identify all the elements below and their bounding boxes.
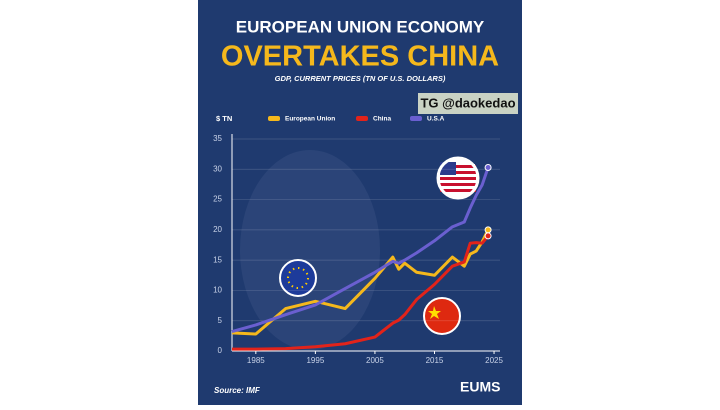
watermark: TG @daokedao — [420, 95, 515, 110]
y-tick-label: 30 — [213, 164, 222, 173]
x-tick-label: 1995 — [306, 356, 324, 365]
y-axis-label: $ TN — [216, 114, 232, 123]
legend-label: China — [373, 116, 391, 123]
logo: EUMS — [460, 379, 500, 395]
y-tick-label: 20 — [213, 225, 222, 234]
series-line — [231, 166, 490, 334]
end-point — [484, 163, 492, 171]
legend-label: European Union — [285, 116, 335, 123]
y-tick-label: 25 — [213, 195, 222, 204]
x-tick-label: 2025 — [485, 356, 503, 365]
watermark-box — [418, 93, 518, 114]
series-line — [232, 234, 490, 351]
legend-swatch — [410, 116, 422, 121]
legend-label: U.S.A — [427, 116, 445, 123]
y-tick-label: 5 — [218, 316, 223, 325]
x-tick-label: 2015 — [426, 356, 444, 365]
y-tick-label: 10 — [213, 286, 222, 295]
series-line — [231, 229, 490, 336]
photo-backdrop — [240, 150, 380, 350]
chart-title: EUROPEAN UNION ECONOMY — [236, 17, 485, 36]
y-tick-label: 35 — [213, 134, 222, 143]
end-point — [484, 232, 492, 240]
usa-flag — [436, 156, 480, 200]
china-flag — [423, 297, 461, 335]
x-tick-label: 1985 — [247, 356, 265, 365]
x-tick-label: 2005 — [366, 356, 384, 365]
panel — [198, 0, 522, 405]
chart-subtitle: OVERTAKES CHINA — [221, 41, 499, 73]
legend-swatch — [356, 116, 368, 121]
eu-flag — [279, 259, 317, 297]
legend-swatch — [268, 116, 280, 121]
y-tick-label: 15 — [213, 255, 222, 264]
end-point — [484, 226, 492, 234]
caption: GDP, CURRENT PRICES (TN OF U.S. DOLLARS) — [275, 74, 446, 83]
y-tick-label: 0 — [218, 346, 223, 355]
source: Source: IMF — [214, 386, 261, 395]
